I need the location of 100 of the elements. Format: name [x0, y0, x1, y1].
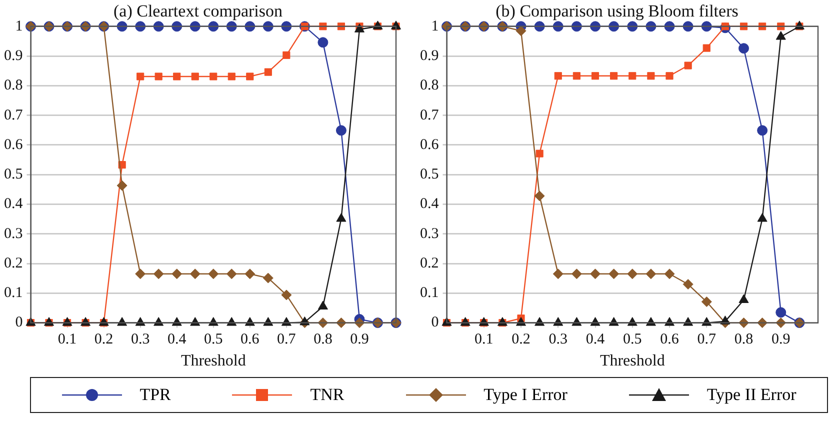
y-tick-label: 0.1	[4, 285, 23, 302]
x-tick-label: 0.7	[697, 332, 716, 348]
y-tick-label: 0.3	[4, 226, 23, 242]
point	[226, 21, 237, 32]
y-tick-label: 1	[431, 18, 439, 34]
point	[173, 72, 181, 80]
y-tick-label: 0.4	[420, 196, 440, 212]
point	[758, 22, 766, 30]
point	[554, 72, 562, 80]
x-tick-label: 0.1	[474, 332, 494, 348]
y-tick-label: 0.8	[420, 78, 439, 94]
y-tick-label: 0.7	[4, 107, 24, 124]
point	[776, 307, 786, 318]
x-tick-label: 0.4	[167, 332, 187, 348]
y-tick-label: 0.4	[4, 196, 24, 212]
y-tick-label: 0	[431, 314, 439, 331]
y-tick-label: 0.9	[4, 48, 23, 64]
point	[534, 190, 545, 202]
point	[262, 272, 274, 284]
point	[135, 21, 146, 32]
point	[646, 268, 656, 280]
point	[666, 72, 674, 80]
point	[190, 21, 200, 32]
point	[281, 290, 292, 300]
point	[590, 268, 600, 280]
point	[721, 22, 729, 30]
y-tick-label: 0.6	[420, 136, 440, 153]
x-tick-label: 0.2	[512, 332, 530, 348]
point	[590, 21, 600, 32]
point	[571, 21, 582, 32]
point	[208, 21, 219, 32]
point	[228, 72, 236, 80]
point	[210, 72, 218, 80]
point	[536, 150, 544, 158]
point	[664, 268, 675, 280]
x-tick-label: 0.9	[350, 332, 369, 348]
point	[318, 37, 328, 48]
legend-label: TPR	[140, 385, 171, 405]
x-tick-label: 0.5	[623, 332, 642, 348]
y-tick-label: 0.7	[420, 107, 440, 124]
point	[608, 268, 620, 280]
chart-title: (b) Comparison using Bloom filters	[496, 2, 738, 21]
point	[264, 68, 272, 76]
point	[336, 213, 346, 222]
legend-label: Type II Error	[706, 385, 796, 405]
point	[572, 72, 580, 80]
point	[682, 279, 694, 290]
point	[318, 300, 328, 310]
point	[190, 268, 200, 280]
point	[610, 72, 618, 80]
y-tick-label: 0.5	[4, 166, 23, 183]
point	[116, 180, 128, 191]
y-tick-label: 0.8	[4, 78, 23, 94]
point	[135, 268, 146, 280]
x-axis-title: Threshold	[180, 352, 246, 370]
point	[337, 22, 345, 30]
x-tick-label: 0.9	[772, 332, 790, 348]
y-tick-label: 0.1	[420, 285, 439, 302]
point	[246, 72, 254, 80]
point	[172, 268, 182, 280]
point	[684, 62, 692, 70]
x-tick-label: 0.2	[94, 332, 114, 348]
x-tick-label: 0.3	[130, 332, 150, 348]
legend-label: TNR	[310, 385, 344, 405]
point	[608, 21, 620, 32]
point	[646, 21, 656, 32]
point	[191, 72, 199, 80]
y-tick-label: 0.2	[4, 255, 23, 272]
point	[738, 294, 749, 303]
point	[262, 21, 274, 32]
point	[552, 268, 564, 280]
point	[282, 51, 290, 59]
x-tick-label: 0.7	[277, 332, 296, 348]
point	[281, 21, 292, 32]
y-tick-label: 0.2	[420, 255, 439, 272]
point	[534, 21, 545, 32]
y-tick-label: 1	[15, 18, 23, 34]
point	[552, 21, 564, 32]
point	[702, 44, 710, 52]
point	[244, 268, 256, 280]
point	[777, 22, 785, 30]
point	[740, 22, 748, 30]
point	[153, 268, 164, 280]
point	[172, 21, 182, 32]
point	[627, 21, 638, 32]
point	[226, 268, 237, 280]
point	[701, 21, 712, 32]
x-tick-label: 0.8	[734, 332, 754, 348]
point	[757, 125, 768, 136]
x-tick-label: 0.6	[240, 332, 260, 348]
y-tick-label: 0.5	[420, 166, 439, 183]
point	[136, 72, 144, 80]
point	[628, 72, 636, 80]
point	[682, 21, 694, 32]
point	[701, 296, 712, 308]
point	[591, 72, 600, 80]
point	[336, 125, 346, 136]
point	[647, 72, 655, 80]
point	[571, 268, 582, 280]
point	[319, 22, 327, 30]
